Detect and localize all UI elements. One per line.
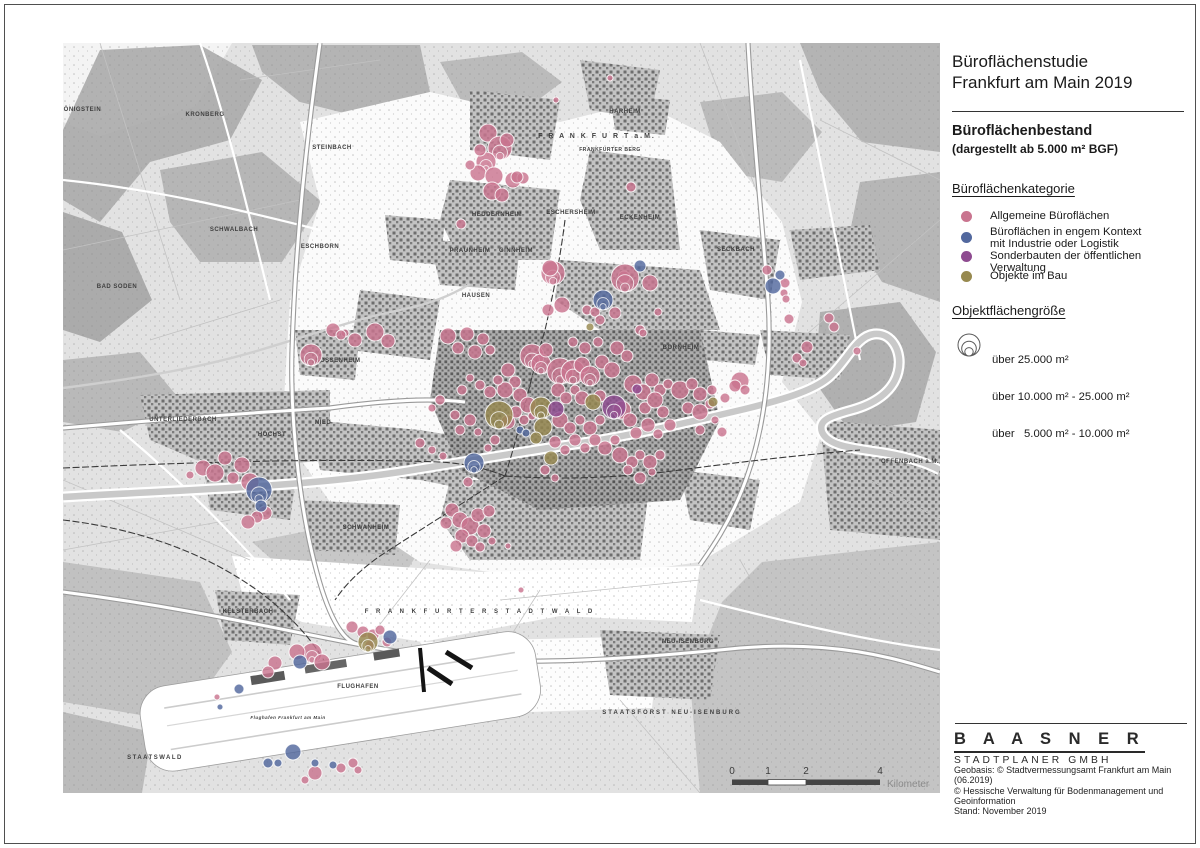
map-title-line2: Frankfurt am Main 2019	[952, 72, 1133, 92]
pink-dot-icon	[961, 211, 972, 222]
baasner-logo: B A A S N E R STADTPLANER GMBH	[954, 730, 1146, 766]
legend-category-allgemein: Allgemeine Büroflächen	[961, 210, 1110, 223]
credits: Geobasis: © Stadtvermessungsamt Frankfur…	[954, 765, 1190, 816]
svg-text:FRANKFURTER BERG: FRANKFURTER BERG	[579, 147, 641, 153]
subtitle: Büroflächenbestand	[952, 123, 1093, 139]
credit-line-1: Geobasis: © Stadtvermessungsamt Frankfur…	[954, 765, 1172, 786]
svg-text:KRONBERG: KRONBERG	[185, 112, 224, 118]
olive-dot-icon	[961, 271, 972, 282]
svg-text:GINNHEIM: GINNHEIM	[499, 248, 533, 254]
svg-text:STEINBACH: STEINBACH	[312, 145, 352, 151]
subtitle-note: (dargestellt ab 5.000 m² BGF)	[952, 142, 1119, 156]
size-classes: über 25.000 m² über 10.000 m² - 25.000 m…	[992, 330, 1130, 464]
map-title: Büroflächenstudie Frankfurt am Main 2019	[952, 52, 1132, 93]
svg-text:Kilometer: Kilometer	[887, 779, 930, 790]
svg-text:4: 4	[877, 766, 883, 777]
map-place-labels: KÖNIGSTEIN KRONBERG STEINBACH SCHWALBACH ESC…	[63, 106, 939, 761]
logo-wordmark: B A A S N E R	[954, 730, 1146, 753]
svg-text:SOSSENHEIM: SOSSENHEIM	[315, 358, 360, 364]
svg-text:F R A N K F U R T a.M.: F R A N K F U R T a.M.	[538, 133, 656, 140]
scale-bar: 0 1 2 4 Kilometer	[729, 766, 930, 790]
svg-text:0: 0	[729, 766, 735, 777]
svg-text:NIED: NIED	[315, 420, 332, 426]
svg-text:1: 1	[765, 766, 771, 777]
divider-bottom	[955, 723, 1187, 724]
legend-category-im-bau: Objekte im Bau	[961, 270, 1068, 283]
svg-text:SECKBACH: SECKBACH	[717, 247, 755, 253]
svg-text:STAATSWALD: STAATSWALD	[127, 755, 183, 761]
legend-category-label: Büroflächen in engem Kontext mit Industr…	[990, 226, 1142, 251]
svg-text:HARHEIM: HARHEIM	[609, 109, 641, 115]
svg-text:ESCHERSHEIM: ESCHERSHEIM	[546, 210, 596, 216]
blue-dot-icon	[961, 232, 972, 243]
svg-text:SCHWALBACH: SCHWALBACH	[210, 227, 258, 233]
svg-text:BAD SODEN: BAD SODEN	[97, 284, 138, 290]
size-class-1: über 25.000 m²	[992, 354, 1069, 367]
size-heading: Objektflächengröße	[952, 303, 1066, 318]
svg-text:FLUGHAFEN: FLUGHAFEN	[337, 684, 379, 690]
svg-text:HÖCHST: HÖCHST	[258, 431, 286, 438]
legend-category-label: Sonderbauten der öffentlichen Verwaltung	[990, 250, 1142, 274]
svg-text:ECKENHEIM: ECKENHEIM	[620, 215, 661, 221]
map-title-line1: Büroflächenstudie	[952, 52, 1089, 71]
svg-text:PRAUNHEIM: PRAUNHEIM	[450, 248, 491, 254]
legend-category-industrie: Büroflächen in engem Kontext mit Industr…	[961, 226, 1142, 251]
size-class-2: über 10.000 m² - 25.000 m²	[992, 391, 1130, 404]
svg-text:KÖNIGSTEIN: KÖNIGSTEIN	[63, 106, 101, 113]
credit-line-2: © Hessische Verwaltung für Bodenmanageme…	[954, 785, 1164, 806]
svg-text:HAUSEN: HAUSEN	[462, 293, 490, 299]
divider-top	[952, 111, 1184, 112]
category-heading: Büroflächenkategorie	[952, 181, 1075, 196]
svg-text:UNTERLIEDERBACH: UNTERLIEDERBACH	[149, 417, 217, 423]
legend-category-label-line2: mit Industrie oder Logistik	[990, 237, 1119, 250]
nested-circles-icon	[957, 333, 981, 357]
map-canvas: KÖNIGSTEIN KRONBERG STEINBACH SCHWALBACH ESC…	[63, 43, 940, 793]
map-svg: KÖNIGSTEIN KRONBERG STEINBACH SCHWALBACH ESC…	[63, 43, 940, 793]
svg-text:OFFENBACH a.M.: OFFENBACH a.M.	[881, 459, 939, 465]
svg-text:F R A N K F U R T E R S T A: F R A N K F U R T E R S T A D T W A L D	[365, 609, 596, 615]
svg-text:BORNHEIM: BORNHEIM	[663, 345, 700, 351]
svg-text:2: 2	[803, 766, 809, 777]
legend-panel: Büroflächenstudie Frankfurt am Main 2019…	[952, 43, 1190, 816]
legend-category-sonderbauten: Sonderbauten der öffentlichen Verwaltung	[961, 250, 1190, 275]
svg-text:HEDDERNHEIM: HEDDERNHEIM	[472, 212, 522, 218]
legend-category-label: Allgemeine Büroflächen	[990, 210, 1110, 222]
base-map	[63, 43, 940, 793]
svg-text:Flughafen Frankfurt am Main: Flughafen Frankfurt am Main	[250, 715, 325, 720]
credit-line-3: Stand: November 2019	[954, 806, 1047, 817]
logo-subline: STADTPLANER GMBH	[954, 755, 1112, 766]
size-class-3: über 5.000 m² - 10.000 m²	[992, 427, 1130, 440]
purple-dot-icon	[961, 251, 972, 262]
office-location-circles	[185, 74, 862, 785]
svg-text:ESCHBORN: ESCHBORN	[301, 244, 339, 250]
svg-text:KELSTERBACH: KELSTERBACH	[223, 609, 274, 615]
legend-category-label: Objekte im Bau	[990, 270, 1068, 282]
legend-category-label-line1: Büroflächen in engem Kontext	[990, 226, 1142, 238]
svg-text:SCHWANHEIM: SCHWANHEIM	[343, 525, 390, 531]
svg-text:NEU-ISENBURG: NEU-ISENBURG	[662, 639, 714, 645]
svg-text:STAATSFORST NEU-ISENBURG: STAATSFORST NEU-ISENBURG	[602, 710, 741, 716]
